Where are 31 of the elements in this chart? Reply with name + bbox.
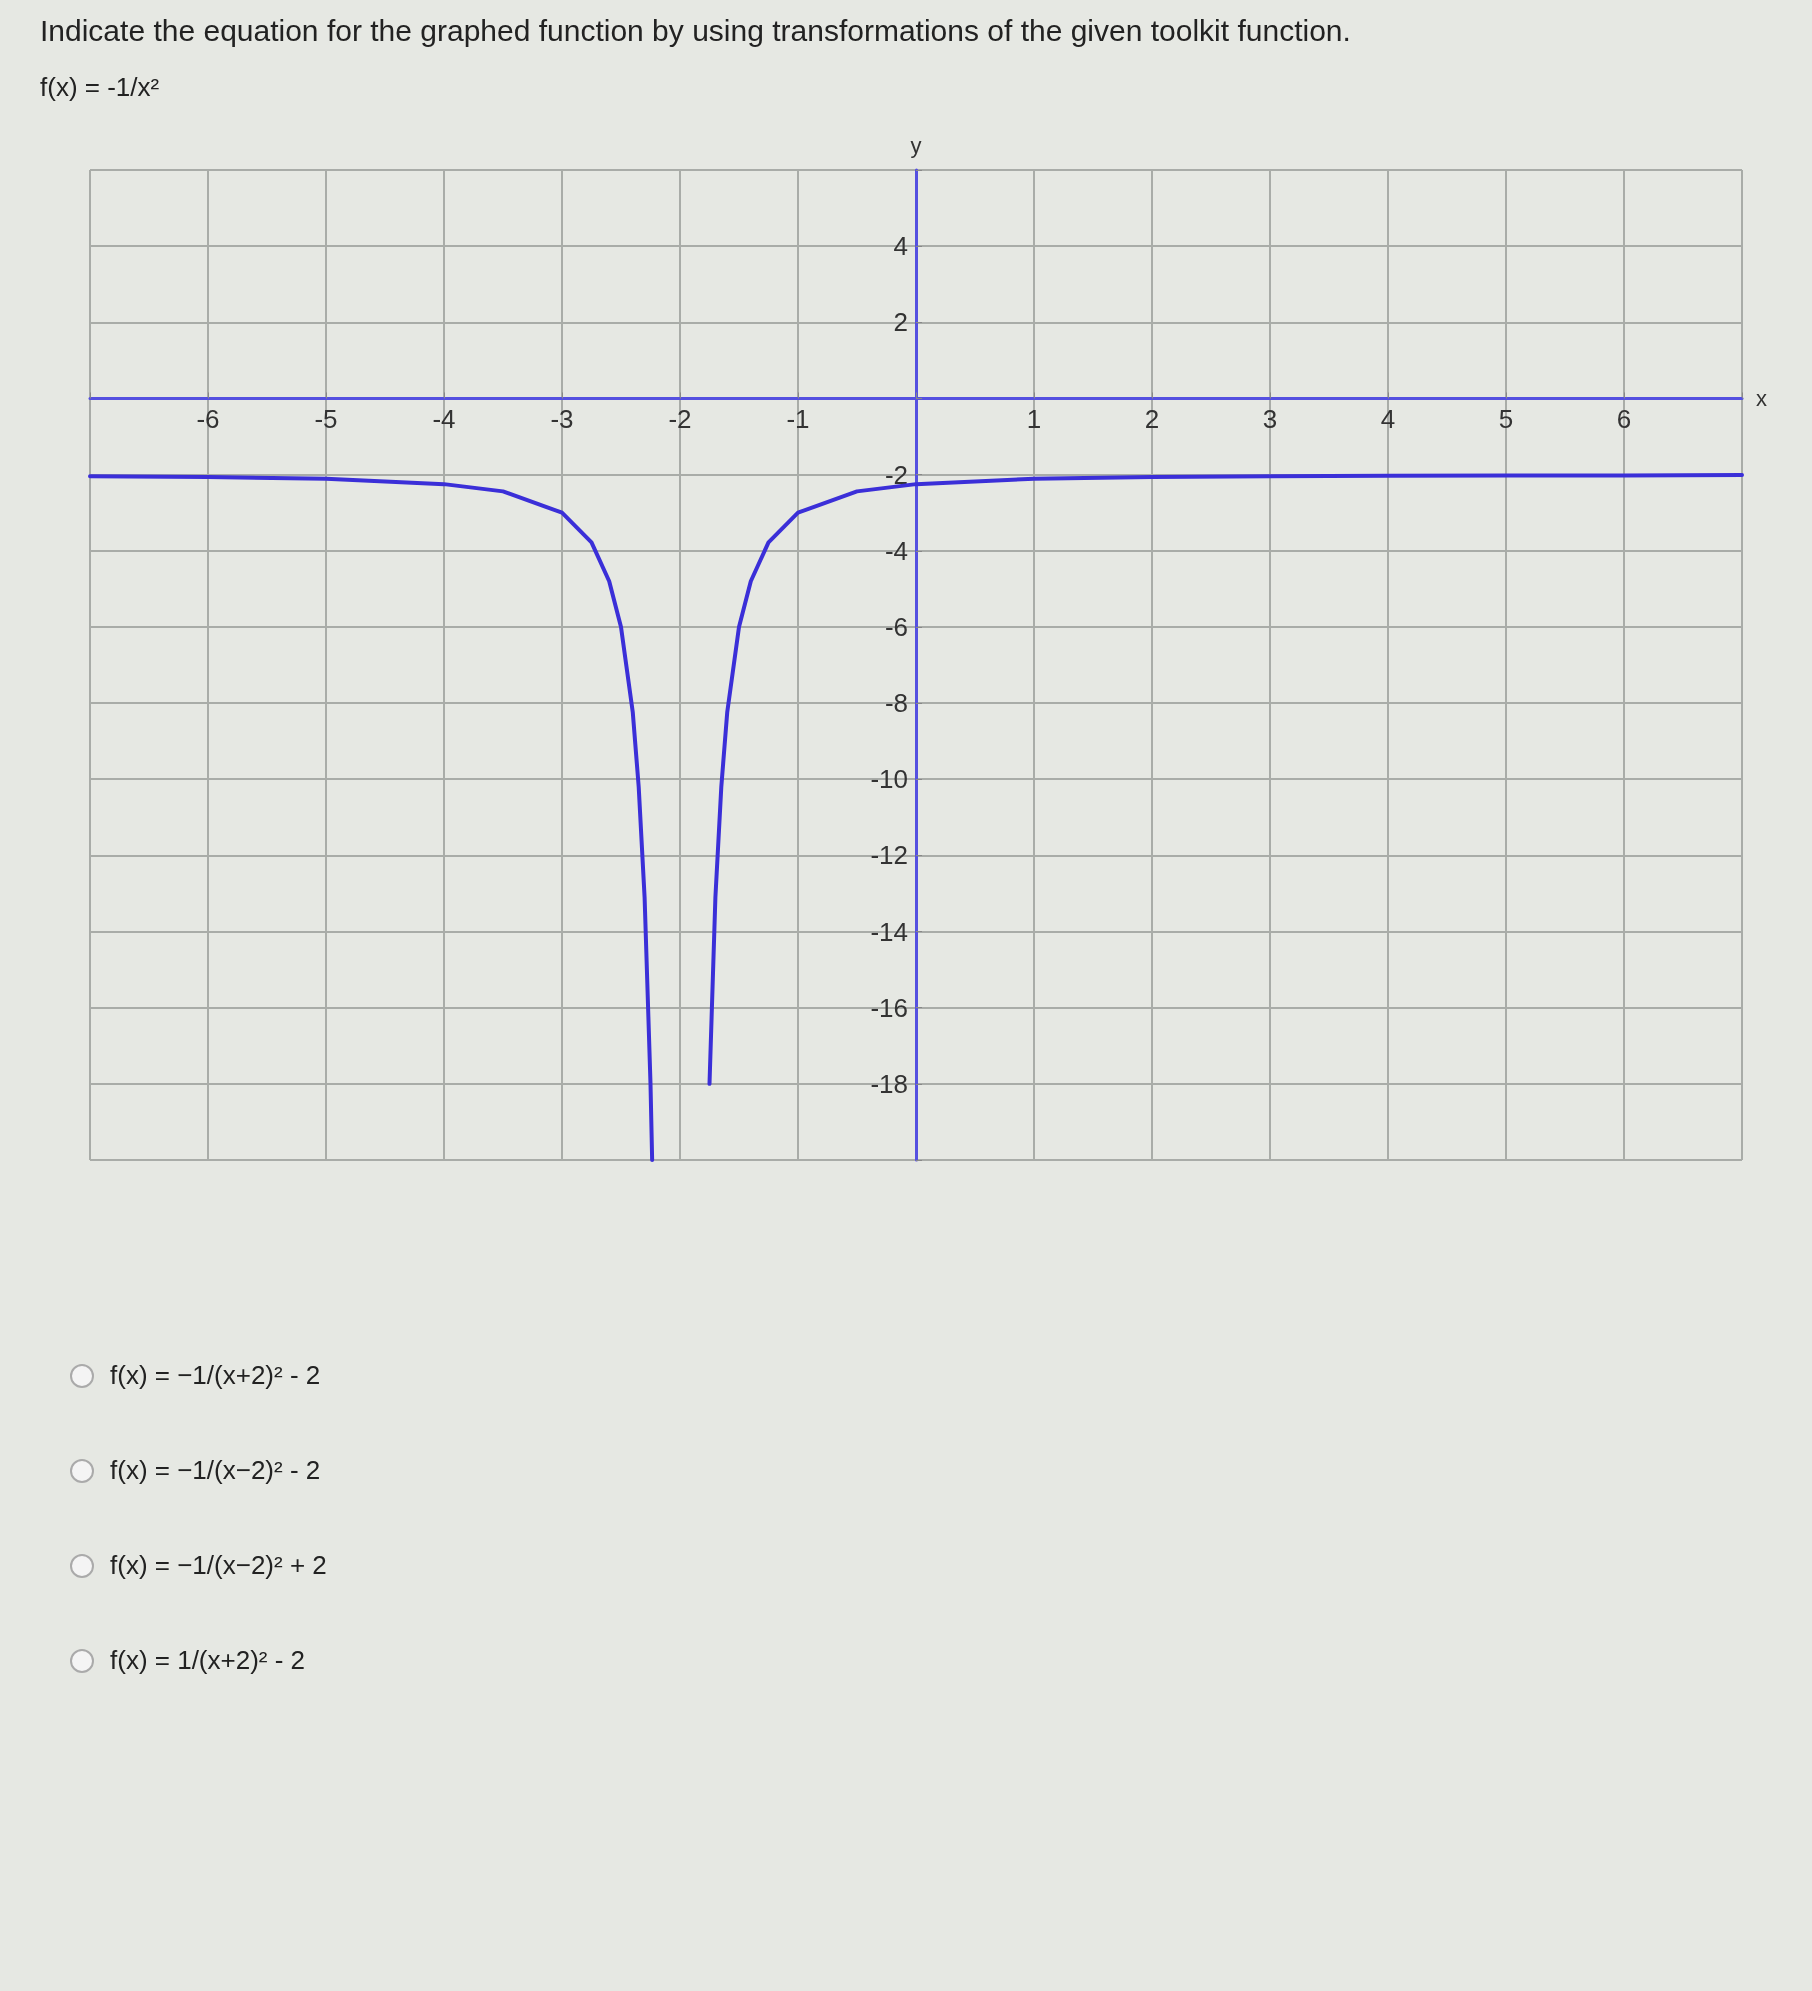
x-tick-label: -5 — [314, 404, 338, 435]
y-tick-label: 4 — [893, 231, 908, 262]
y-tick-label: -10 — [870, 764, 908, 795]
x-tick-label: 1 — [1026, 404, 1042, 435]
x-tick-label: 5 — [1498, 404, 1514, 435]
y-tick-label: -16 — [870, 992, 908, 1023]
text: f(x) = −1/(x−2)² + 2 — [110, 1550, 327, 1581]
chart-title: Indicate the equation for the graphed function by using transformations of the given toolkit function. — [40, 14, 1351, 48]
x-tick-label: 4 — [1380, 404, 1396, 435]
x-tick-label: 2 — [1144, 404, 1160, 435]
y-tick-label: -6 — [884, 611, 908, 642]
text: f(x) = -1/x² — [40, 72, 160, 103]
y-tick-label: -12 — [870, 840, 908, 871]
x-tick-label: -1 — [786, 404, 810, 435]
y-tick-label: -8 — [884, 688, 908, 719]
x-axis-title: x — [1756, 385, 1767, 411]
y-tick-label: 2 — [893, 307, 908, 338]
text: f(x) = −1/(x−2)² - 2 — [110, 1455, 321, 1486]
text: f(x) = −1/(x+2)² - 2 — [110, 1360, 321, 1391]
x-tick-label: -2 — [668, 404, 692, 435]
x-tick-label: -6 — [196, 404, 220, 435]
y-tick-label: -2 — [884, 459, 908, 490]
x-tick-label: 3 — [1262, 404, 1278, 435]
x-tick-label: -4 — [432, 404, 456, 435]
y-tick-label: -18 — [870, 1068, 908, 1099]
y-tick-label: -14 — [870, 916, 908, 947]
x-tick-label: -3 — [550, 404, 574, 435]
x-tick-label: 6 — [1616, 404, 1632, 435]
text: f(x) = 1/(x+2)² - 2 — [110, 1645, 306, 1676]
y-axis-title: y — [910, 132, 922, 158]
y-tick-label: -4 — [884, 535, 908, 566]
